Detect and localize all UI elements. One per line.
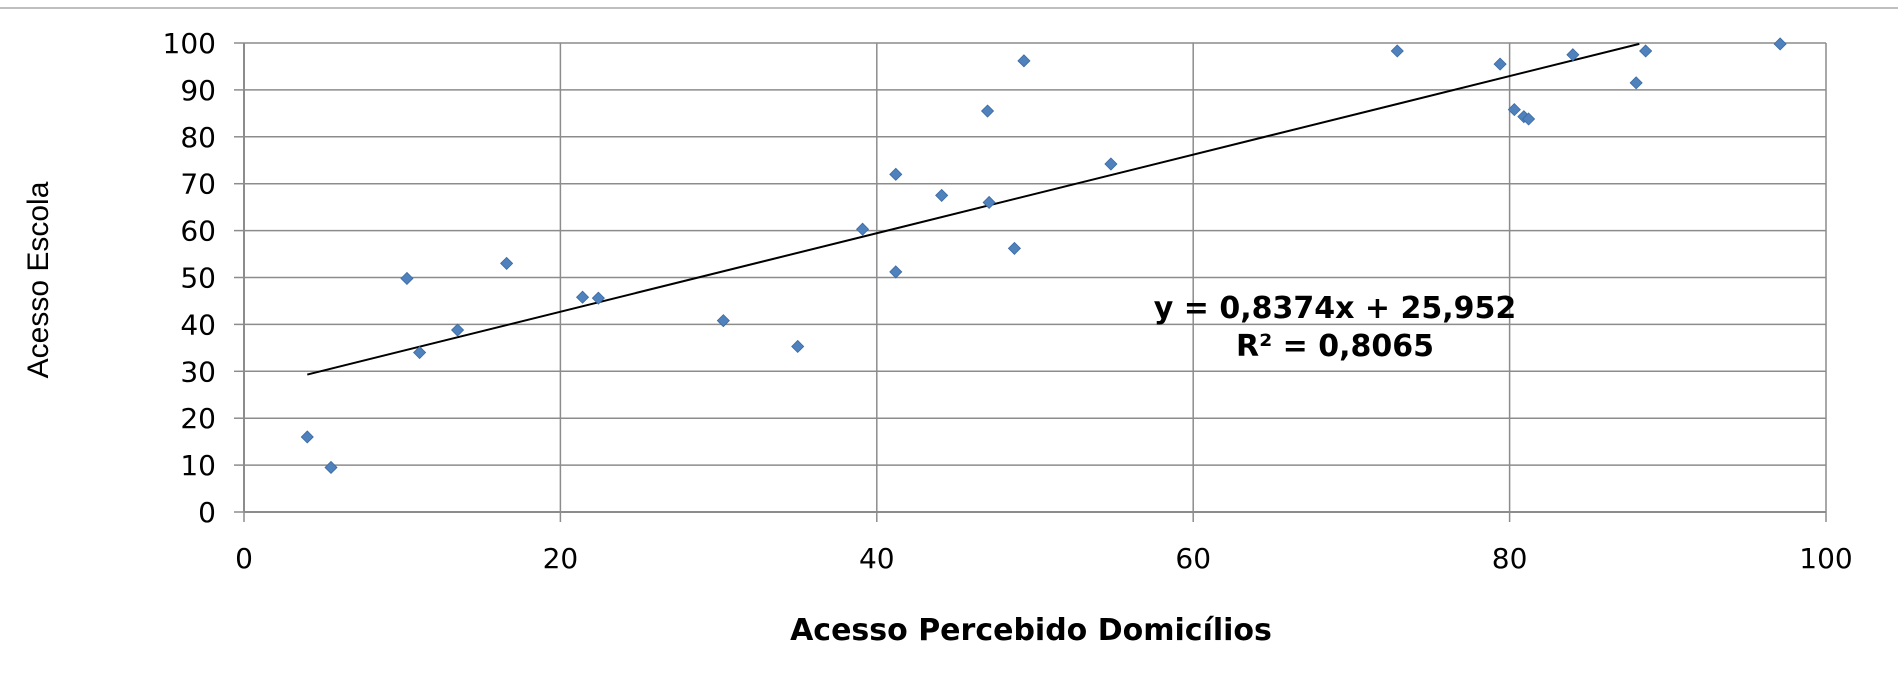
data-point bbox=[300, 430, 314, 444]
data-point bbox=[716, 314, 730, 328]
y-tick-label: 10 bbox=[180, 449, 216, 482]
axes bbox=[234, 42, 1827, 522]
data-point bbox=[982, 195, 996, 210]
y-tick-label: 100 bbox=[163, 27, 216, 60]
data-point bbox=[591, 291, 605, 305]
trendline-equation: y = 0,8374x + 25,952 bbox=[1154, 291, 1517, 326]
y-tick-label: 0 bbox=[198, 496, 216, 529]
y-tick-label: 80 bbox=[180, 121, 216, 154]
data-point bbox=[1104, 157, 1118, 171]
data-point bbox=[1522, 112, 1536, 126]
y-tick-label: 50 bbox=[180, 262, 216, 295]
data-point bbox=[889, 167, 903, 181]
data-point bbox=[1639, 44, 1653, 58]
data-point bbox=[1390, 44, 1404, 58]
data-point bbox=[451, 323, 465, 337]
data-point bbox=[791, 339, 805, 354]
data-point bbox=[980, 104, 995, 118]
data-point bbox=[1017, 54, 1031, 68]
data-point bbox=[1507, 103, 1521, 117]
y-axis-label: Acesso Escola bbox=[22, 181, 55, 378]
x-tick-label: 0 bbox=[235, 542, 253, 575]
x-tick-label: 60 bbox=[1175, 542, 1211, 575]
data-point bbox=[413, 345, 427, 360]
x-tick-label: 20 bbox=[543, 542, 579, 575]
tick-labels: 0 10 20 30 40 50 60 70 80 90 100 0 20 40 60 80 100 bbox=[163, 27, 1853, 575]
y-tick-label: 70 bbox=[180, 168, 216, 201]
data-point bbox=[1566, 48, 1580, 62]
data-point bbox=[1629, 76, 1643, 90]
x-tick-label: 40 bbox=[859, 542, 895, 575]
y-tick-label: 20 bbox=[180, 402, 216, 435]
y-tick-label: 30 bbox=[180, 355, 216, 388]
data-points bbox=[300, 37, 1787, 475]
data-point bbox=[324, 460, 338, 475]
x-tick-label: 80 bbox=[1492, 542, 1528, 575]
grid bbox=[244, 42, 1827, 512]
data-point bbox=[1493, 57, 1507, 71]
x-tick-label: 100 bbox=[1799, 542, 1852, 575]
data-point bbox=[575, 290, 590, 304]
trendline-r2: R² = 0,8065 bbox=[1236, 329, 1434, 364]
trendline-group bbox=[307, 42, 1640, 376]
data-point bbox=[500, 256, 514, 270]
data-point bbox=[935, 188, 949, 202]
trendline bbox=[307, 42, 1640, 376]
data-point bbox=[889, 265, 903, 279]
y-tick-label: 40 bbox=[180, 308, 216, 341]
y-tick-label: 90 bbox=[180, 74, 216, 107]
data-point bbox=[1007, 241, 1021, 255]
x-axis-label: Acesso Percebido Domicílios bbox=[790, 613, 1272, 648]
y-tick-label: 60 bbox=[180, 215, 216, 248]
data-point bbox=[400, 271, 414, 286]
data-point bbox=[1773, 37, 1787, 51]
data-point bbox=[855, 222, 870, 236]
